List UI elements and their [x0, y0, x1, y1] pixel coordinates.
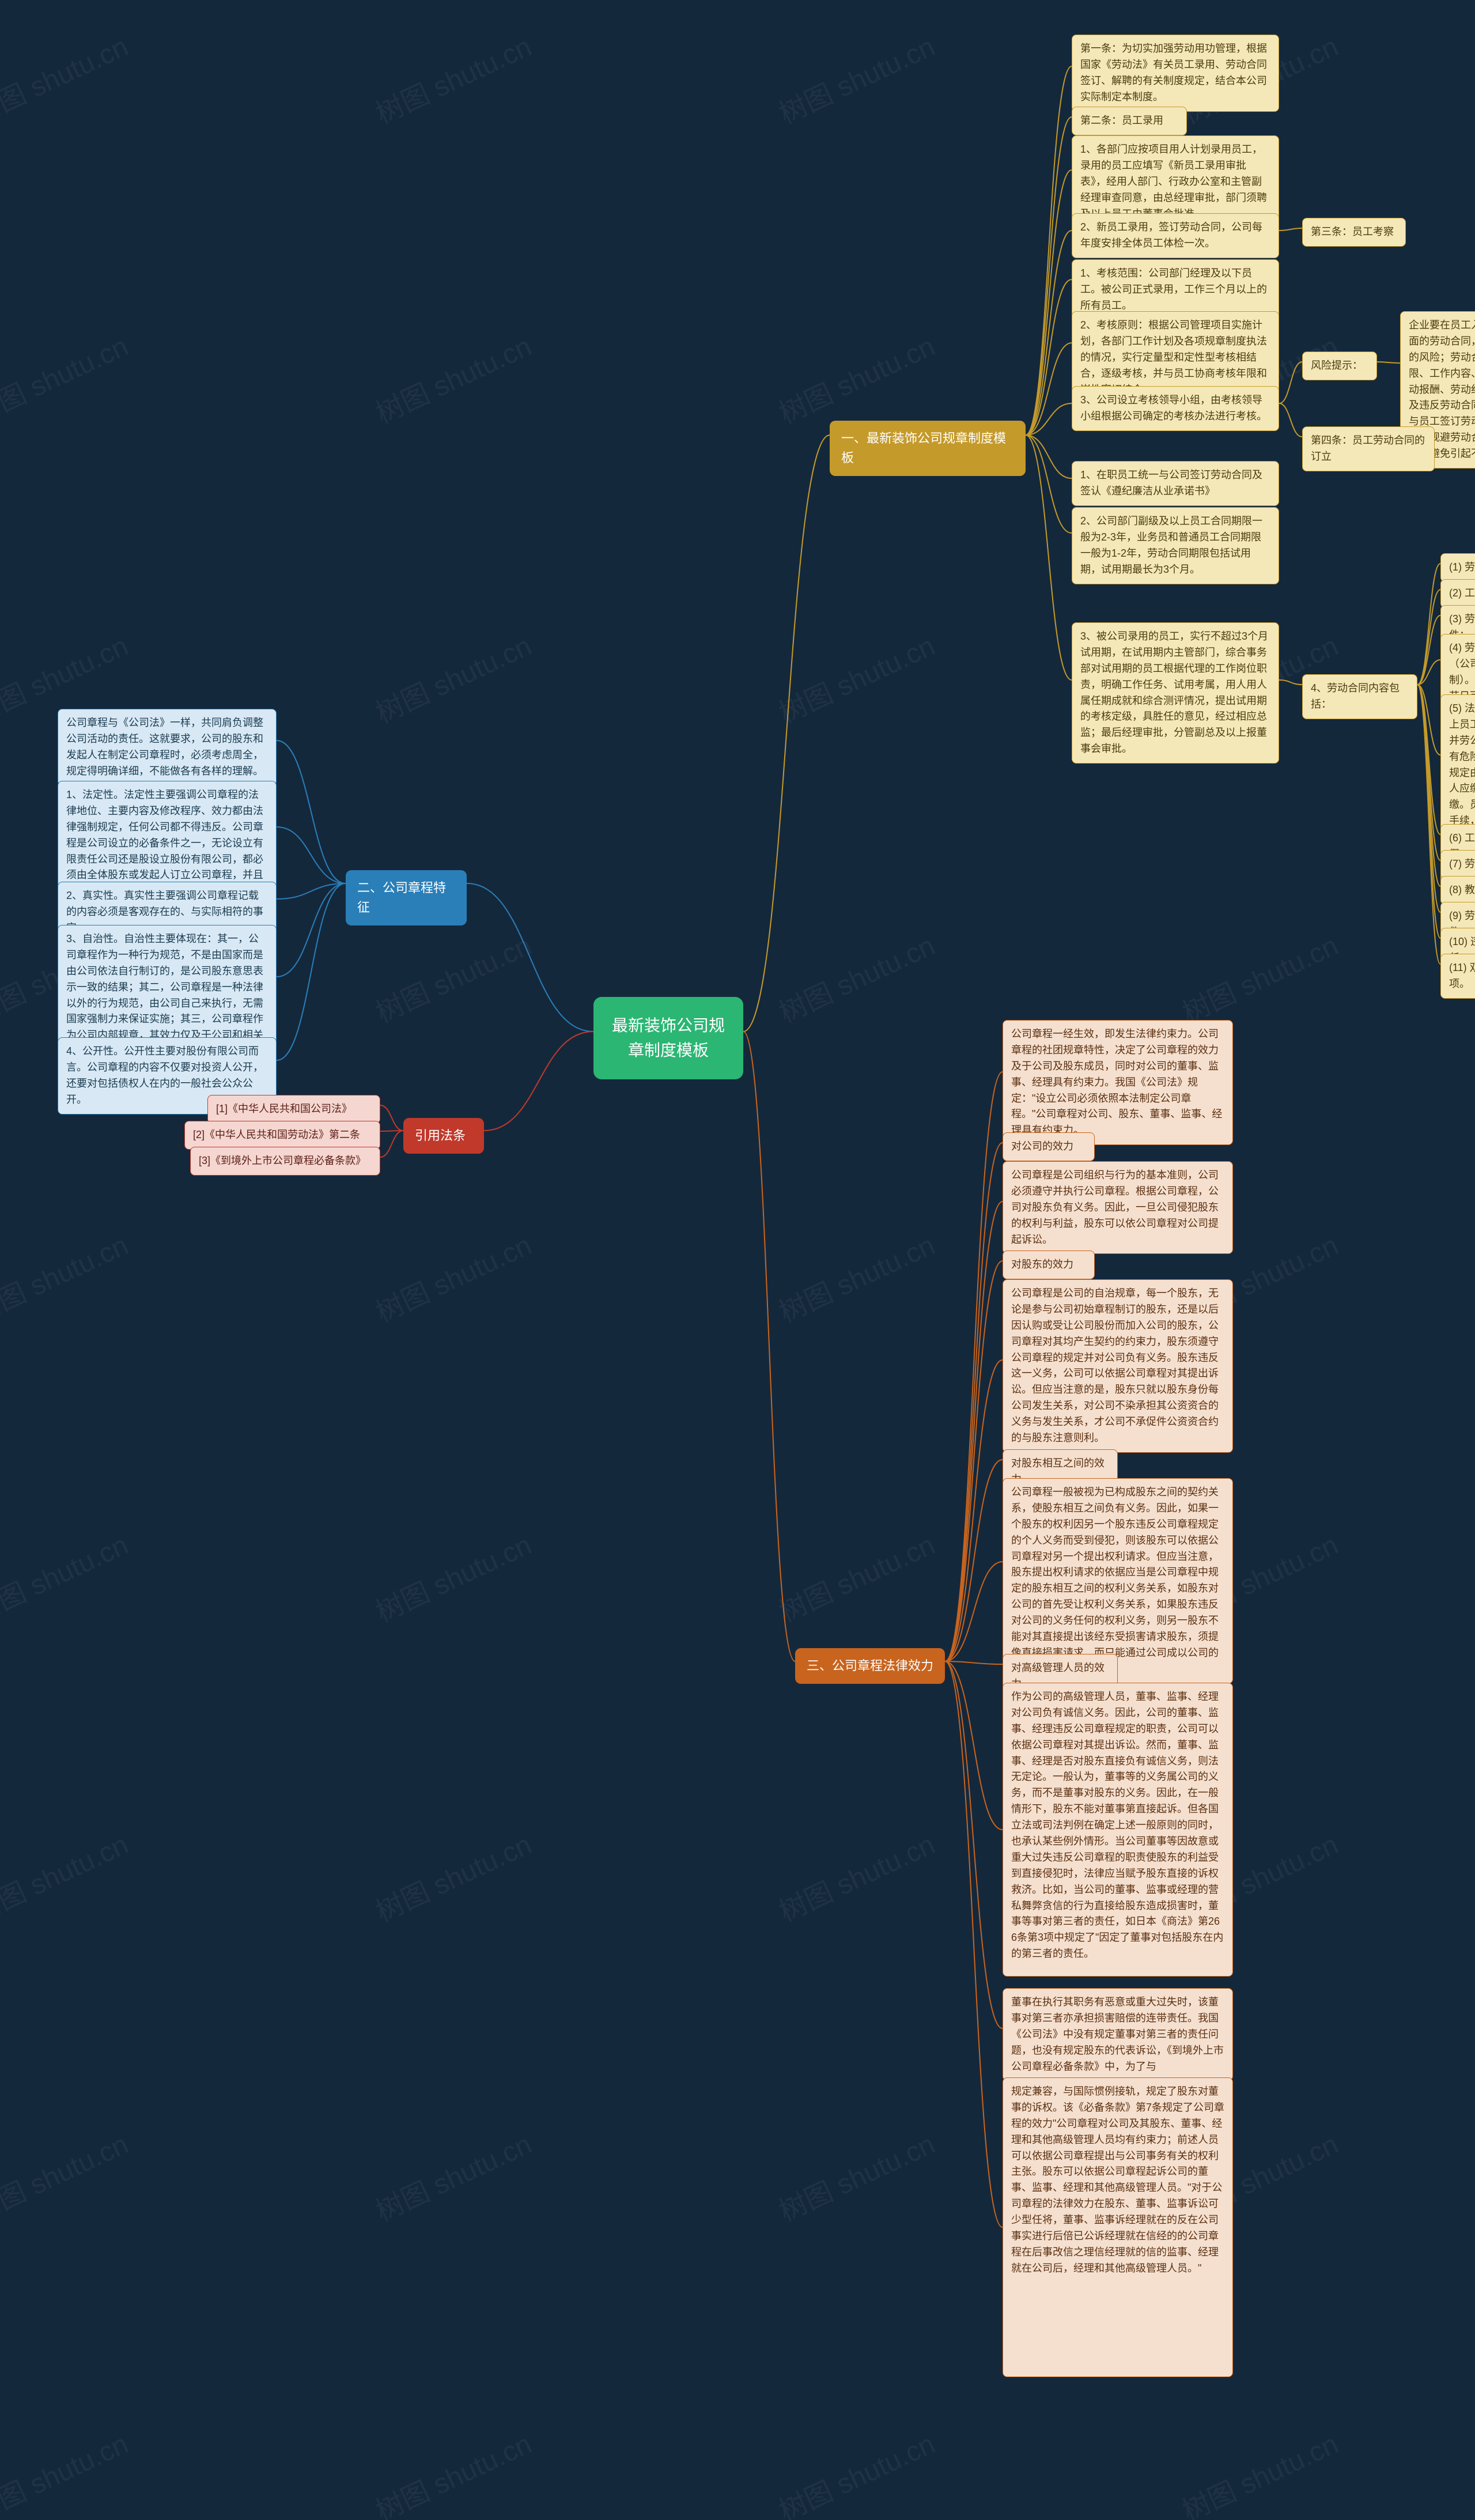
connector	[1417, 564, 1440, 685]
connector	[1026, 435, 1072, 478]
connector	[1026, 66, 1072, 435]
connector	[743, 1032, 795, 1661]
leaf-b1c7a: 风险提示：	[1302, 352, 1377, 380]
connector	[1417, 685, 1440, 964]
leaf-b1c2: 第二条：员工录用	[1072, 107, 1187, 135]
leaf-b4c7: 公司章程一般被视为已构成股东之间的契约关系，使股东相互之间负有义务。因此，如果一…	[1003, 1478, 1233, 1684]
leaf-b4c11: 规定兼容，与国际惯例接轨，规定了股东对董事的诉权。该《必备条款》第7条规定了公司…	[1003, 2077, 1233, 2377]
connector	[467, 883, 593, 1032]
connector	[484, 1032, 593, 1131]
connector	[277, 883, 346, 899]
connector	[1026, 435, 1072, 533]
connector	[277, 883, 346, 1060]
leaf-b1c9: 2、公司部门副级及以上员工合同期限一般为2-3年，业务员和普通员工合同期限一般为…	[1072, 507, 1279, 584]
leaf-b4c4: 对股东的效力	[1003, 1250, 1095, 1279]
branch-b1: 一、最新装饰公司规章制度模板	[830, 421, 1026, 476]
branch-b3: 引用法条	[403, 1118, 484, 1154]
connector	[1417, 685, 1440, 886]
leaf-b4c9: 作为公司的高级管理人员，董事、监事、经理对公司负有诚信义务。因此，公司的董事、监…	[1003, 1683, 1233, 1977]
leaf-b1c4a: 第三条：员工考察	[1302, 218, 1406, 247]
connector	[1026, 170, 1072, 435]
connector	[743, 435, 830, 1032]
leaf-b1c7b: 第四条：员工劳动合同的订立	[1302, 426, 1435, 471]
connector	[380, 1105, 403, 1131]
leaf-b4c2: 对公司的效力	[1003, 1132, 1095, 1161]
leaf-b1c8: 1、在职员工统一与公司签订劳动合同及签认《遵纪廉洁从业承诺书》	[1072, 461, 1279, 506]
connector	[1279, 362, 1302, 403]
leaf-b2c0: 公司章程与《公司法》一样，共同肩负调整公司活动的责任。这就要求，公司的股东和发起…	[58, 709, 277, 786]
leaf-s2: (2) 工作内容及要求；	[1440, 579, 1475, 608]
leaf-b4c1: 公司章程一经生效，即发生法律约束力。公司章程的社团规章特性，决定了公司章程的效力…	[1003, 1020, 1233, 1145]
connector	[945, 1202, 1003, 1661]
connector	[1026, 435, 1072, 680]
leaf-s8: (8) 教育与培训；	[1440, 876, 1475, 905]
connector	[945, 1661, 1003, 1830]
leaf-b3c2: [2]《中华人民共和国劳动法》第二条	[184, 1121, 380, 1150]
leaf-b3c3: [3]《到境外上市公司章程必备条款》	[190, 1147, 380, 1176]
connector	[1279, 228, 1302, 231]
connector	[1279, 403, 1302, 437]
leaf-s1: (1) 劳动合同期限；	[1440, 553, 1475, 582]
leaf-b4c10: 董事在执行其职务有恶意或重大过失时，该董事对第三者亦承担损害赔偿的连带责任。我国…	[1003, 1988, 1233, 2081]
leaf-b1c10s: 4、劳动合同内容包括：	[1302, 674, 1417, 719]
leaf-s7: (7) 劳动纪律；	[1440, 850, 1475, 879]
leaf-b1c10: 3、被公司录用的员工，实行不超过3个月试用期，在试用期内主管部门，综合事务部对试…	[1072, 622, 1279, 764]
connector	[277, 740, 346, 883]
leaf-b4c5: 公司章程是公司的自治规章，每一个股东，无论是参与公司初始章程制订的股东，还是以后…	[1003, 1279, 1233, 1453]
leaf-b1c7: 3、公司设立考核领导小组，由考核领导小组根据公司确定的考核办法进行考核。	[1072, 386, 1279, 431]
connector	[945, 1661, 1003, 1664]
branch-b2: 二、公司章程特征	[346, 870, 467, 925]
connector	[277, 827, 346, 883]
connector	[380, 1131, 403, 1157]
leaf-b3c1: [1]《中华人民共和国公司法》	[207, 1095, 380, 1124]
leaf-b1c1: 第一条：为切实加强劳动用功管理，根据国家《劳动法》有关员工录用、劳动合同签订、解…	[1072, 35, 1279, 112]
connector	[945, 1261, 1003, 1661]
leaf-b1c4: 2、新员工录用，签订劳动合同，公司每年度安排全体员工体检一次。	[1072, 213, 1279, 258]
connector	[1377, 362, 1400, 363]
root-node: 最新装饰公司规章制度模板	[593, 997, 743, 1079]
connector	[945, 1143, 1003, 1661]
branch-b4: 三、公司章程法律效力	[795, 1648, 945, 1684]
connector	[945, 1460, 1003, 1661]
connector	[945, 1661, 1003, 2028]
connector	[1417, 590, 1440, 685]
leaf-b4c3: 公司章程是公司组织与行为的基本准则，公司必须遵守并执行公司章程。根据公司章程，公…	[1003, 1161, 1233, 1254]
leaf-s11: (11) 双方认为需要约定的其他事项。	[1440, 954, 1475, 999]
connector	[277, 883, 346, 977]
connector	[1279, 680, 1302, 685]
